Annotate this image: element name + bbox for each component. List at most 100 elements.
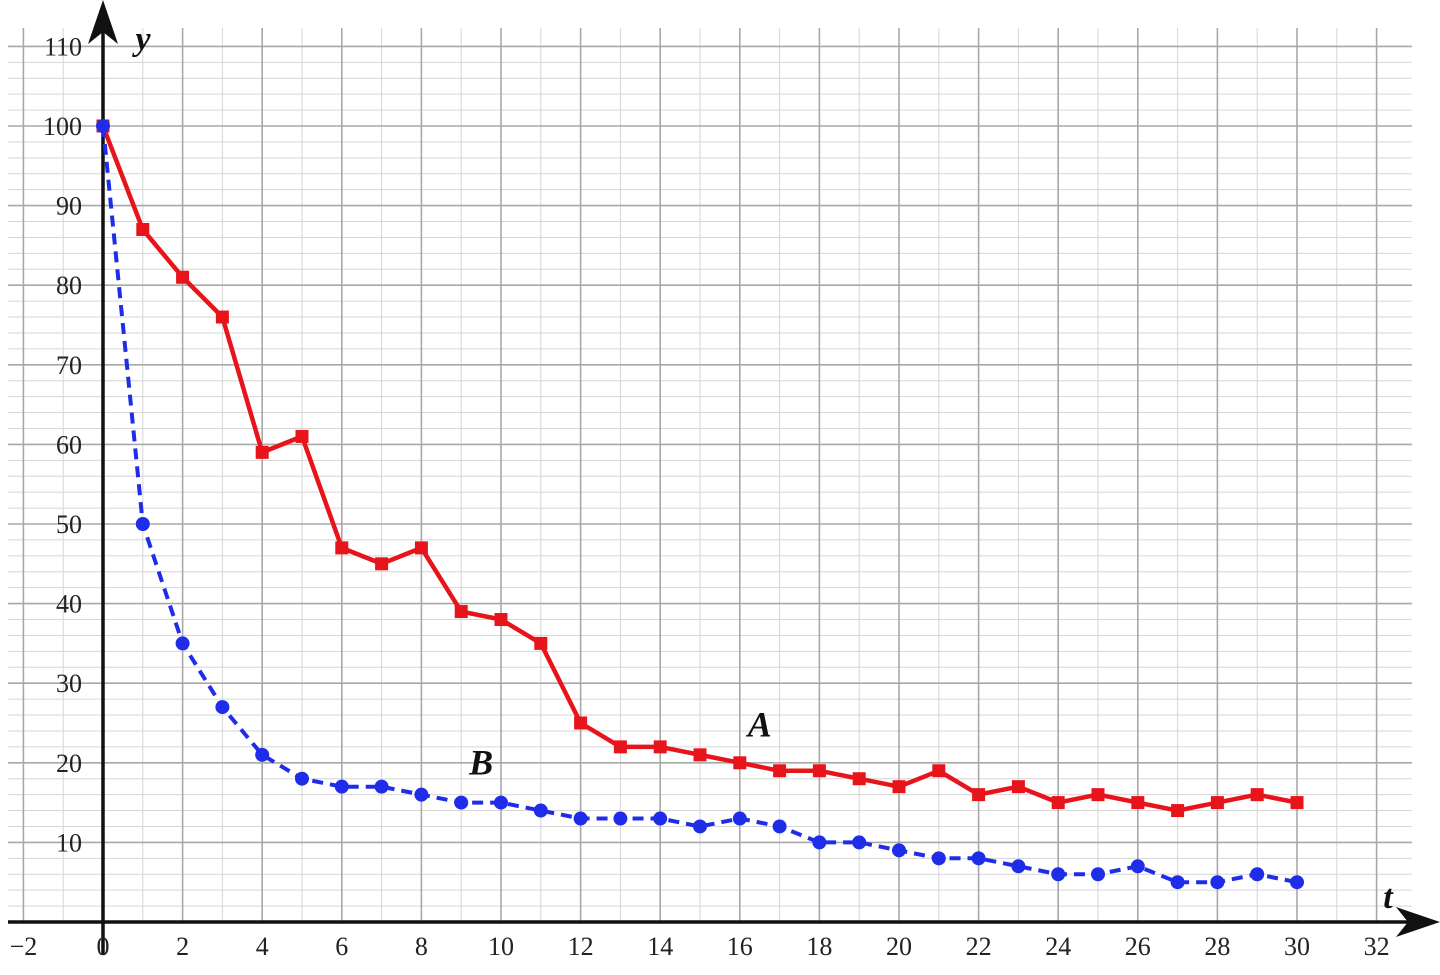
data-point-B xyxy=(1210,875,1225,890)
y-tick-label: 60 xyxy=(56,430,82,459)
data-point-A xyxy=(136,222,150,236)
series-label-A: A xyxy=(746,705,772,745)
series-B xyxy=(96,119,1304,890)
data-point-A xyxy=(335,541,349,555)
data-point-B xyxy=(175,636,190,651)
x-tick-label: 30 xyxy=(1284,932,1310,961)
x-tick-label: 24 xyxy=(1045,932,1071,961)
data-point-B xyxy=(852,835,867,850)
x-axis-arrow xyxy=(1396,907,1440,937)
x-tick-label: 22 xyxy=(966,932,992,961)
major-grid xyxy=(8,28,1412,922)
data-point-B xyxy=(533,803,548,818)
data-point-B xyxy=(96,119,110,133)
data-point-A xyxy=(733,756,747,770)
data-point-A xyxy=(892,780,906,794)
data-point-A xyxy=(1171,804,1185,818)
data-point-B xyxy=(573,811,588,826)
data-point-B xyxy=(1011,859,1026,874)
data-point-A xyxy=(1011,780,1025,794)
data-point-A xyxy=(255,445,269,459)
data-point-A xyxy=(295,429,309,443)
data-point-A xyxy=(852,772,866,786)
data-point-A xyxy=(1250,788,1264,802)
y-tick-label: 20 xyxy=(56,749,82,778)
data-point-A xyxy=(375,557,389,571)
axes xyxy=(8,0,1440,955)
y-tick-label: 30 xyxy=(56,669,82,698)
data-point-A xyxy=(1131,796,1145,810)
data-point-B xyxy=(1051,867,1066,882)
data-point-A xyxy=(574,716,588,730)
series-label-B: B xyxy=(468,743,493,783)
data-point-B xyxy=(1250,867,1265,882)
x-axis-title: t xyxy=(1383,879,1394,916)
data-point-B xyxy=(334,779,349,794)
x-tick-label: 18 xyxy=(806,932,832,961)
data-point-A xyxy=(215,310,229,324)
data-point-B xyxy=(653,811,668,826)
tick-labels: −2 0 2 4 6 8 10 12 14 16 18 20 22 24 26 28 30 32102030405… xyxy=(10,32,1390,961)
data-point-A xyxy=(534,636,548,650)
x-tick-label: 28 xyxy=(1204,932,1230,961)
x-tick-label: 20 xyxy=(886,932,912,961)
y-tick-label: 70 xyxy=(56,351,82,380)
y-tick-label: 50 xyxy=(56,510,82,539)
data-point-B xyxy=(613,811,628,826)
labels-layer: t y A B xyxy=(131,21,1394,916)
y-axis-arrow xyxy=(88,0,118,44)
data-point-A xyxy=(1091,788,1105,802)
y-tick-label: 100 xyxy=(43,112,82,141)
x-tick-label: 0 xyxy=(97,932,110,961)
series-layer xyxy=(96,119,1304,890)
series-A xyxy=(96,119,1304,818)
data-point-B xyxy=(772,819,787,834)
data-point-B xyxy=(693,819,707,834)
x-tick-label: 6 xyxy=(335,932,348,961)
data-point-A xyxy=(494,613,508,627)
data-point-B xyxy=(971,851,986,866)
y-tick-label: 40 xyxy=(56,590,82,619)
data-point-A xyxy=(414,541,428,555)
data-point-B xyxy=(931,851,946,866)
x-tick-label: −2 xyxy=(10,932,38,961)
y-tick-label: 90 xyxy=(56,192,82,221)
x-tick-label: 8 xyxy=(415,932,428,961)
data-point-A xyxy=(1210,796,1224,810)
data-point-A xyxy=(972,788,986,802)
data-point-B xyxy=(1170,875,1185,890)
x-tick-label: 10 xyxy=(488,932,514,961)
x-tick-label: 16 xyxy=(727,932,753,961)
minor-grid xyxy=(8,28,1412,922)
data-point-A xyxy=(693,748,707,762)
data-point-B xyxy=(454,795,469,810)
x-tick-label: 32 xyxy=(1364,932,1390,961)
x-tick-label: 14 xyxy=(647,932,673,961)
data-point-A xyxy=(1290,796,1304,810)
data-point-B xyxy=(892,843,906,858)
data-point-B xyxy=(812,835,827,850)
y-axis-title: y xyxy=(131,21,151,58)
x-tick-label: 26 xyxy=(1125,932,1151,961)
data-point-A xyxy=(812,764,826,778)
x-tick-label: 2 xyxy=(176,932,189,961)
data-point-B xyxy=(135,517,150,531)
data-point-B xyxy=(414,787,429,802)
y-tick-label: 110 xyxy=(44,32,82,61)
data-point-A xyxy=(773,764,787,778)
data-point-B xyxy=(732,811,747,826)
x-tick-label: 12 xyxy=(568,932,594,961)
data-point-B xyxy=(494,795,508,810)
x-tick-label: 4 xyxy=(256,932,269,961)
data-point-A xyxy=(454,605,468,619)
data-point-B xyxy=(295,771,309,786)
y-tick-label: 10 xyxy=(56,828,82,857)
data-point-A xyxy=(653,740,667,754)
data-point-A xyxy=(613,740,627,754)
data-point-B xyxy=(255,747,270,762)
data-point-B xyxy=(1130,859,1145,874)
data-point-A xyxy=(932,764,946,778)
data-point-A xyxy=(1051,796,1065,810)
